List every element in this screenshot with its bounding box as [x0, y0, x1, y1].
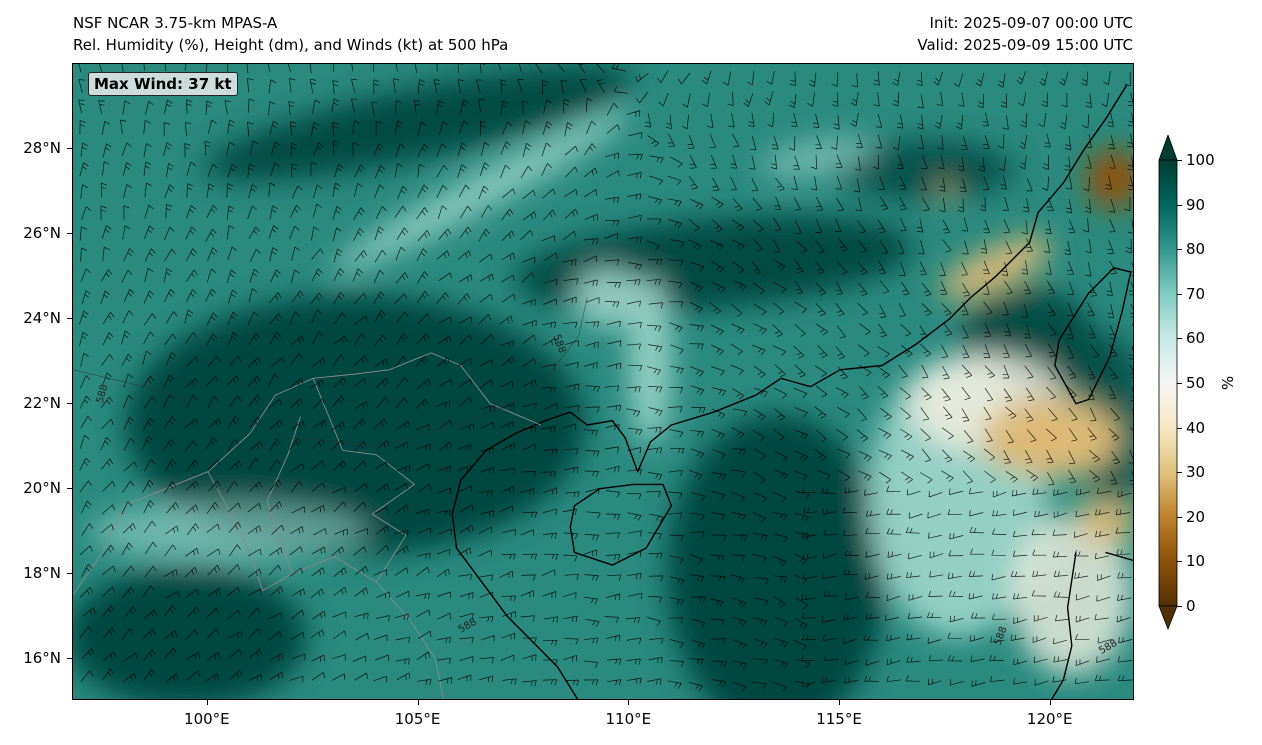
lat-tick-label: 26°N — [23, 223, 61, 242]
colorbar-tick — [1177, 472, 1182, 474]
lat-tick — [67, 487, 72, 489]
map-times: Init: 2025-09-07 00:00 UTC Valid: 2025-0… — [917, 12, 1133, 56]
contour-label: 588 — [95, 383, 111, 404]
lat-tick — [67, 402, 72, 404]
colorbar-tick — [1177, 204, 1182, 206]
colorbar-tick-label: 80 — [1186, 240, 1206, 259]
title-model: NSF NCAR 3.75-km MPAS-A — [73, 14, 278, 32]
colorbar-tick-label: 30 — [1186, 463, 1206, 482]
colorbar-tick — [1177, 606, 1182, 607]
max-wind-label: Max Wind: 37 kt — [88, 72, 238, 96]
lon-tick — [1049, 700, 1051, 705]
colorbar-tick-label: 10 — [1186, 552, 1206, 571]
colorbar-tick — [1177, 160, 1182, 161]
title-fields: Rel. Humidity (%), Height (dm), and Wind… — [73, 36, 509, 54]
colorbar-tick — [1177, 516, 1182, 518]
colorbar-tick-label: 50 — [1186, 374, 1206, 392]
colorbar-tick-label: 20 — [1186, 507, 1206, 526]
humidity-field — [73, 66, 1133, 699]
coastline — [73, 84, 1133, 699]
lon-tick-label: 120°E — [1026, 710, 1073, 728]
lon-tick — [417, 700, 419, 705]
lat-tick-label: 18°N — [23, 563, 61, 582]
colorbar-tick — [1177, 338, 1182, 340]
map-title: NSF NCAR 3.75-km MPAS-A Rel. Humidity (%… — [73, 12, 508, 56]
map-panel: 588 588 588 588 588 — [72, 63, 1134, 700]
colorbar-tick-label: 70 — [1186, 284, 1206, 303]
colorbar — [1155, 135, 1215, 630]
init-time: Init: 2025-09-07 00:00 UTC — [929, 14, 1133, 32]
colorbar-tick — [1177, 293, 1182, 295]
wind-barbs — [78, 64, 1133, 692]
lat-tick — [67, 317, 72, 319]
lat-tick-label: 20°N — [23, 478, 61, 497]
colorbar-tick-label: 0 — [1186, 597, 1196, 615]
colorbar-tick — [1177, 249, 1182, 251]
colorbar-tick — [1177, 427, 1182, 429]
colorbar-extend-max — [1158, 135, 1178, 161]
valid-time: Valid: 2025-09-09 15:00 UTC — [917, 36, 1133, 54]
lon-tick-label: 100°E — [184, 710, 230, 728]
colorbar-tick — [1177, 561, 1182, 563]
lon-tick-label: 110°E — [605, 710, 652, 728]
lat-tick — [67, 572, 72, 574]
colorbar-tick-label: 100 — [1186, 151, 1215, 169]
lat-tick — [67, 657, 72, 659]
colorbar-tick-label: 60 — [1186, 329, 1206, 348]
colorbar-extend-min — [1158, 605, 1178, 630]
lat-tick — [67, 232, 72, 234]
lon-tick — [839, 700, 840, 705]
colorbar-tick — [1177, 383, 1182, 384]
colorbar-unit: % — [1219, 375, 1237, 391]
lat-tick-label: 24°N — [23, 308, 61, 327]
colorbar-ramp — [1158, 135, 1178, 630]
lat-tick-label: 22°N — [23, 393, 61, 412]
lat-tick-label: 28°N — [23, 138, 61, 157]
colorbar-tick-label: 40 — [1186, 418, 1206, 437]
colorbar-tick-label: 90 — [1186, 195, 1206, 214]
lon-tick — [628, 700, 630, 705]
lat-tick-label: 16°N — [23, 648, 61, 667]
lat-tick — [67, 147, 72, 149]
lon-tick-label: 115°E — [816, 710, 862, 728]
lon-tick-label: 105°E — [394, 710, 441, 728]
lon-tick — [206, 700, 208, 705]
